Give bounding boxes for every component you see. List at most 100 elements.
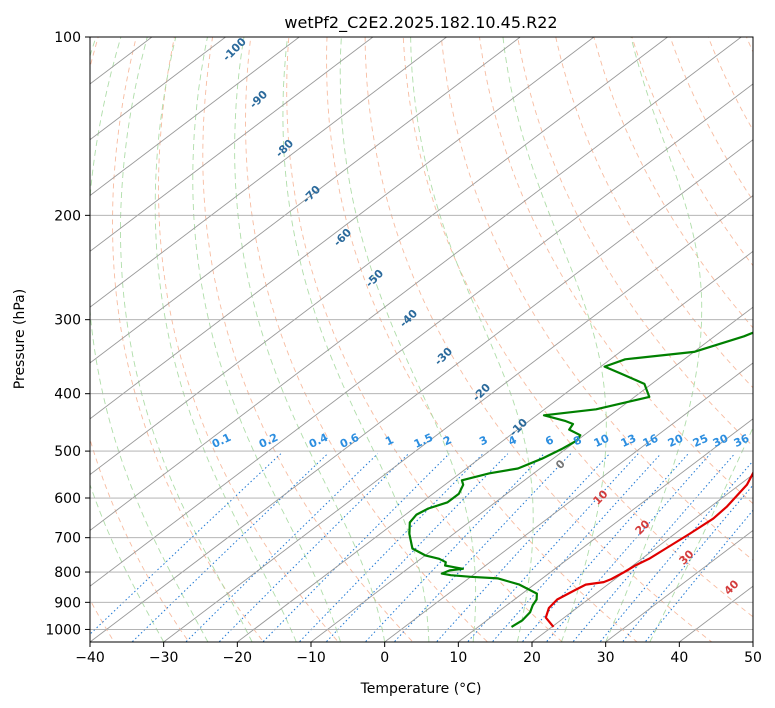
- y-tick-label: 900: [54, 595, 81, 611]
- moist-adiabat: [234, 37, 386, 642]
- mixing-ratio-label: 0.4: [307, 431, 330, 451]
- dry-adiabat-label: -20: [470, 381, 493, 404]
- dry-adiabat: [517, 37, 753, 447]
- isotherm: [310, 306, 753, 642]
- moist-adiabat: [649, 426, 753, 642]
- moist-adiabat: [339, 37, 477, 642]
- x-axis-ticks: −40 −30 −20 −10 0 10 20 30 40 50: [75, 642, 762, 666]
- y-tick-label: 400: [54, 387, 81, 403]
- dry-adiabat: [440, 37, 753, 561]
- mixing-ratio-line: [185, 453, 379, 642]
- moist-adiabat: [120, 37, 253, 642]
- y-axis-label: Pressure (hPa): [12, 289, 28, 389]
- mixing-ratio-line: [218, 453, 409, 642]
- isotherm: [90, 37, 522, 364]
- dry-adiabat-label: -70: [300, 183, 323, 206]
- dewpoint-line: [408, 331, 753, 628]
- moist-adiabat: [192, 37, 341, 642]
- y-tick-label: 500: [54, 444, 81, 460]
- moist-adiabat: [502, 37, 607, 642]
- profile-series: [408, 331, 753, 628]
- moist-adiabat: [154, 37, 297, 642]
- dry-adiabat: [286, 37, 564, 642]
- isotherm: [162, 194, 753, 642]
- mixing-ratio-line: [599, 460, 753, 642]
- isotherm: [90, 37, 301, 197]
- x-tick-label: −20: [223, 650, 253, 666]
- moist-adiabat: [605, 37, 703, 642]
- plot-frame: [89, 36, 754, 643]
- y-tick-label: 1000: [45, 622, 81, 638]
- moist-adiabat-label: 20: [633, 517, 653, 537]
- moist-adiabat: [90, 37, 165, 642]
- mixing-ratio-label: 10: [592, 432, 612, 450]
- dry-adiabat: [90, 37, 190, 642]
- y-tick-label: 700: [54, 531, 81, 547]
- dry-adiabat: [245, 37, 489, 642]
- dry-adiabat-label: -50: [363, 267, 386, 290]
- mixing-ratio-label: 16: [641, 432, 661, 450]
- y-axis-ticks: 100 200 300 400 500 600 700 800 900 1000: [45, 30, 90, 638]
- mixing-ratio-label: 0.2: [257, 431, 280, 451]
- moist-adiabat-label: 10: [591, 487, 611, 507]
- mixing-ratio-label: 13: [619, 432, 638, 450]
- mixing-ratio-label: 2: [441, 433, 453, 448]
- x-tick-label: 10: [449, 650, 467, 666]
- mixing-ratio-label: 20: [666, 432, 686, 450]
- x-tick-label: −30: [149, 650, 179, 666]
- moist-adiabat-label: 40: [722, 577, 742, 597]
- temperature-line: [544, 470, 753, 628]
- background-lines: [90, 37, 753, 642]
- dry-adiabat: [555, 37, 753, 389]
- zero-label: 0: [553, 457, 568, 472]
- x-tick-label: 30: [597, 650, 615, 666]
- dry-adiabat: [364, 37, 713, 642]
- mixing-ratio-label: 6: [543, 433, 556, 448]
- dry-adiabat-label: -90: [247, 88, 270, 111]
- y-tick-label: 200: [54, 208, 81, 224]
- dry-adiabat: [479, 37, 753, 505]
- x-axis-label: Temperature (°C): [360, 681, 482, 697]
- x-tick-label: 40: [670, 650, 688, 666]
- mixing-ratio-label: 3: [477, 433, 489, 448]
- x-tick-label: −10: [296, 650, 326, 666]
- dry-adiabat: [707, 37, 753, 131]
- dry-adiabat: [326, 37, 638, 642]
- moist-adiabat: [282, 37, 430, 642]
- isotherm: [90, 37, 374, 252]
- chart-title: wetPf2_C2E2.2025.182.10.45.R22: [284, 13, 557, 33]
- mixing-ratio-label: 1: [383, 433, 395, 448]
- isotherm: [604, 529, 753, 642]
- x-tick-label: 20: [523, 650, 541, 666]
- isotherm: [90, 37, 153, 85]
- isotherm: [90, 37, 669, 476]
- dry-adiabat: [90, 598, 115, 642]
- isotherm: [90, 139, 753, 642]
- dry-adiabat-label: -60: [331, 226, 354, 249]
- mixing-ratio-line: [644, 509, 753, 642]
- mixing-ratio-label: 25: [691, 432, 710, 450]
- dry-adiabat-label: -40: [397, 307, 420, 330]
- mixing-ratio-line: [90, 453, 282, 635]
- mixing-ratio-label: 0.6: [338, 431, 361, 451]
- mixing-ratio-line: [466, 453, 639, 642]
- y-tick-label: 300: [54, 313, 81, 329]
- mixing-ratio-line: [298, 453, 484, 642]
- dry-adiabat: [202, 37, 414, 642]
- mixing-ratio-label: 30: [711, 432, 731, 450]
- mixing-ratio-line: [364, 453, 545, 642]
- mixing-ratio-label: 0.1: [210, 431, 233, 451]
- isotherm: [90, 37, 448, 308]
- isotherm: [531, 474, 753, 642]
- dry-adiabat: [631, 37, 753, 267]
- x-tick-label: −40: [75, 650, 105, 666]
- mixing-ratio-label: 1.5: [412, 431, 435, 451]
- mixing-ratio-line: [621, 484, 753, 642]
- dry-adiabat-label: -100: [220, 35, 249, 64]
- isotherm: [90, 37, 595, 420]
- mixing-ratio-line: [131, 453, 329, 642]
- mixing-ratio-line: [325, 453, 509, 642]
- y-tick-label: 800: [54, 565, 81, 581]
- dry-adiabat: [745, 37, 753, 53]
